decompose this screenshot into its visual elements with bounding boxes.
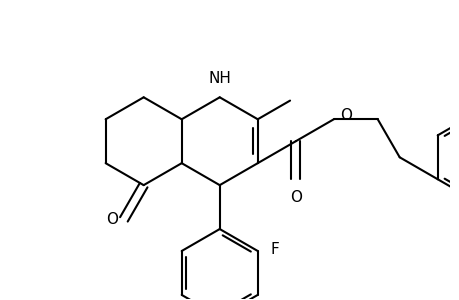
Text: O: O bbox=[106, 212, 118, 227]
Text: NH: NH bbox=[208, 71, 231, 86]
Text: O: O bbox=[289, 190, 301, 205]
Text: O: O bbox=[339, 108, 351, 123]
Text: F: F bbox=[270, 242, 279, 257]
